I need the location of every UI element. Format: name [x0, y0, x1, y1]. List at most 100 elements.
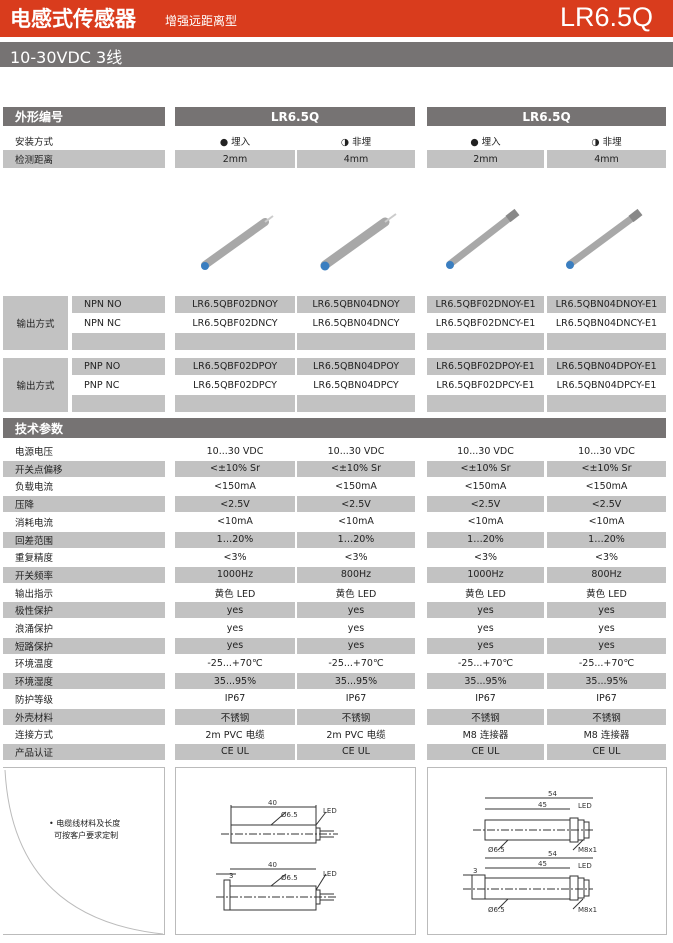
spec-value: 不锈钢: [427, 708, 544, 725]
distance-value: 2mm: [175, 150, 295, 168]
page-subtitle: 增强远距离型: [165, 14, 238, 28]
output-empty: [547, 395, 666, 412]
spec-value: 800Hz: [297, 566, 415, 583]
output-empty: [547, 333, 666, 350]
spec-value: yes: [347, 622, 365, 634]
dim-led: LED: [578, 802, 592, 810]
dim-thread: M8x1: [578, 906, 597, 914]
model-code: LR6.5QBF02DNCY: [192, 317, 278, 329]
spec-value: 黄色 LED: [586, 588, 627, 600]
spec-value: IP67: [596, 693, 617, 705]
spec-label: 产品认证: [3, 743, 165, 760]
dim-diameter: Ø6.5: [488, 906, 505, 914]
spec-value: <±10% Sr: [175, 460, 295, 477]
spec-value: 1000Hz: [175, 566, 295, 583]
spec-value: <150mA: [214, 480, 256, 492]
output-empty: [427, 395, 544, 412]
model-code: LR6.5QBN04DNOY-E1: [547, 296, 666, 313]
voltage-bar: [0, 42, 673, 67]
dim-led: LED: [323, 807, 337, 815]
cable-dimension-drawing: 40 Ø6.5 LED 40 Ø6.5 LED 3: [216, 799, 338, 911]
spec-value: <10mA: [217, 516, 253, 528]
spec-value: 800Hz: [547, 566, 666, 583]
dim-length: 45: [538, 801, 547, 809]
spec-label: 开关点偏移: [3, 460, 165, 477]
model-code: LR6.5QBN04DPOY-E1: [547, 358, 666, 375]
spec-value: <2.5V: [547, 496, 666, 513]
spec-label: 输出指示: [15, 588, 54, 600]
spec-value: 不锈钢: [547, 708, 666, 725]
spec-value: IP67: [224, 693, 246, 705]
mount-value: ● 埋入: [219, 136, 251, 148]
dim-diameter: Ø6.5: [281, 874, 298, 882]
output-empty: [175, 395, 295, 412]
shape-label: 外形编号: [3, 107, 165, 126]
model-code: LR6.5QBN04DPCY-E1: [556, 379, 657, 391]
model-code: LR6.5QBF02DNCY-E1: [435, 317, 536, 329]
output-empty: [175, 333, 295, 350]
dim-total: 54: [548, 790, 557, 798]
output-type: NPN NO: [72, 296, 165, 313]
spec-value: 不锈钢: [297, 708, 415, 725]
output-type: NPN NC: [84, 317, 121, 329]
spec-value: 35...95%: [175, 673, 295, 690]
spec-value: <10mA: [588, 516, 625, 528]
dim-length: 45: [538, 860, 547, 868]
spec-value: <150mA: [585, 480, 628, 492]
spec-value: M8 连接器: [462, 730, 509, 742]
cert-icons: CE UL: [547, 743, 666, 760]
model-code: LR6.5QBN04DNCY: [312, 317, 400, 329]
spec-value: <2.5V: [427, 496, 544, 513]
spec-label: 环境湿度: [3, 673, 165, 690]
spec-value: 1…20%: [427, 531, 544, 548]
spec-value: IP67: [475, 693, 496, 705]
model-title: LR6.5Q: [559, 2, 653, 32]
distance-value: 2mm: [427, 150, 544, 168]
spec-label: 压降: [3, 496, 165, 513]
spec-value: 黄色 LED: [335, 588, 377, 600]
dim-diameter: Ø6.5: [488, 846, 505, 854]
spec-value: 1…20%: [547, 531, 666, 548]
spec-value: 黄色 LED: [214, 588, 256, 600]
spec-value: yes: [427, 637, 544, 654]
cert-icons: CE UL: [427, 743, 544, 760]
mount-value: ◑ 非埋: [591, 136, 622, 148]
output-label: 输出方式: [3, 358, 68, 412]
dim-led: LED: [578, 862, 592, 870]
dim-total: 54: [548, 850, 557, 858]
spec-value: yes: [297, 602, 415, 619]
output-type: PNP NC: [84, 379, 120, 391]
spec-label: 外壳材料: [3, 708, 165, 725]
model-code: LR6.5QBF02DPOY: [175, 358, 295, 375]
spec-value: yes: [477, 622, 494, 634]
dim-thread: M8x1: [578, 846, 597, 854]
spec-value: yes: [547, 637, 666, 654]
spec-value: <2.5V: [175, 496, 295, 513]
model-code: LR6.5QBN04DNOY: [297, 296, 415, 313]
product-images: [201, 208, 643, 271]
distance-label: 检测距离: [3, 150, 165, 168]
spec-label: 开关频率: [3, 566, 165, 583]
m8-dimension-drawing: 54 45 LED Ø6.5 M8x1 54 45 LED 3 Ø6.5 M8x…: [463, 790, 597, 914]
output-empty: [72, 333, 165, 350]
spec-label: 极性保护: [3, 602, 165, 619]
spec-label: 回差范围: [3, 531, 165, 548]
spec-value: yes: [427, 602, 544, 619]
model-code: LR6.5QBF02DNOY: [175, 296, 295, 313]
spec-value: <150mA: [335, 480, 377, 492]
spec-value: 35...95%: [427, 673, 544, 690]
spec-label: 浪涌保护: [15, 624, 54, 635]
spec-value: 10...30 VDC: [457, 445, 514, 457]
spec-value: yes: [598, 622, 615, 634]
spec-value: 1000Hz: [427, 566, 544, 583]
spec-label: 负载电流: [15, 482, 54, 494]
specs-title: 技术参数: [3, 418, 666, 438]
spec-value: IP67: [345, 693, 367, 705]
mount-value: ◑ 非埋: [340, 136, 372, 148]
spec-value: 1…20%: [297, 531, 415, 548]
output-empty: [297, 333, 415, 350]
dim-diameter: Ø6.5: [281, 811, 298, 819]
spec-label: 短路保护: [3, 637, 165, 654]
drawing-m8-box: 54 45 LED Ø6.5 M8x1 54 45 LED 3 Ø6.5 M8x…: [427, 767, 667, 935]
sensor-image: [446, 208, 520, 269]
